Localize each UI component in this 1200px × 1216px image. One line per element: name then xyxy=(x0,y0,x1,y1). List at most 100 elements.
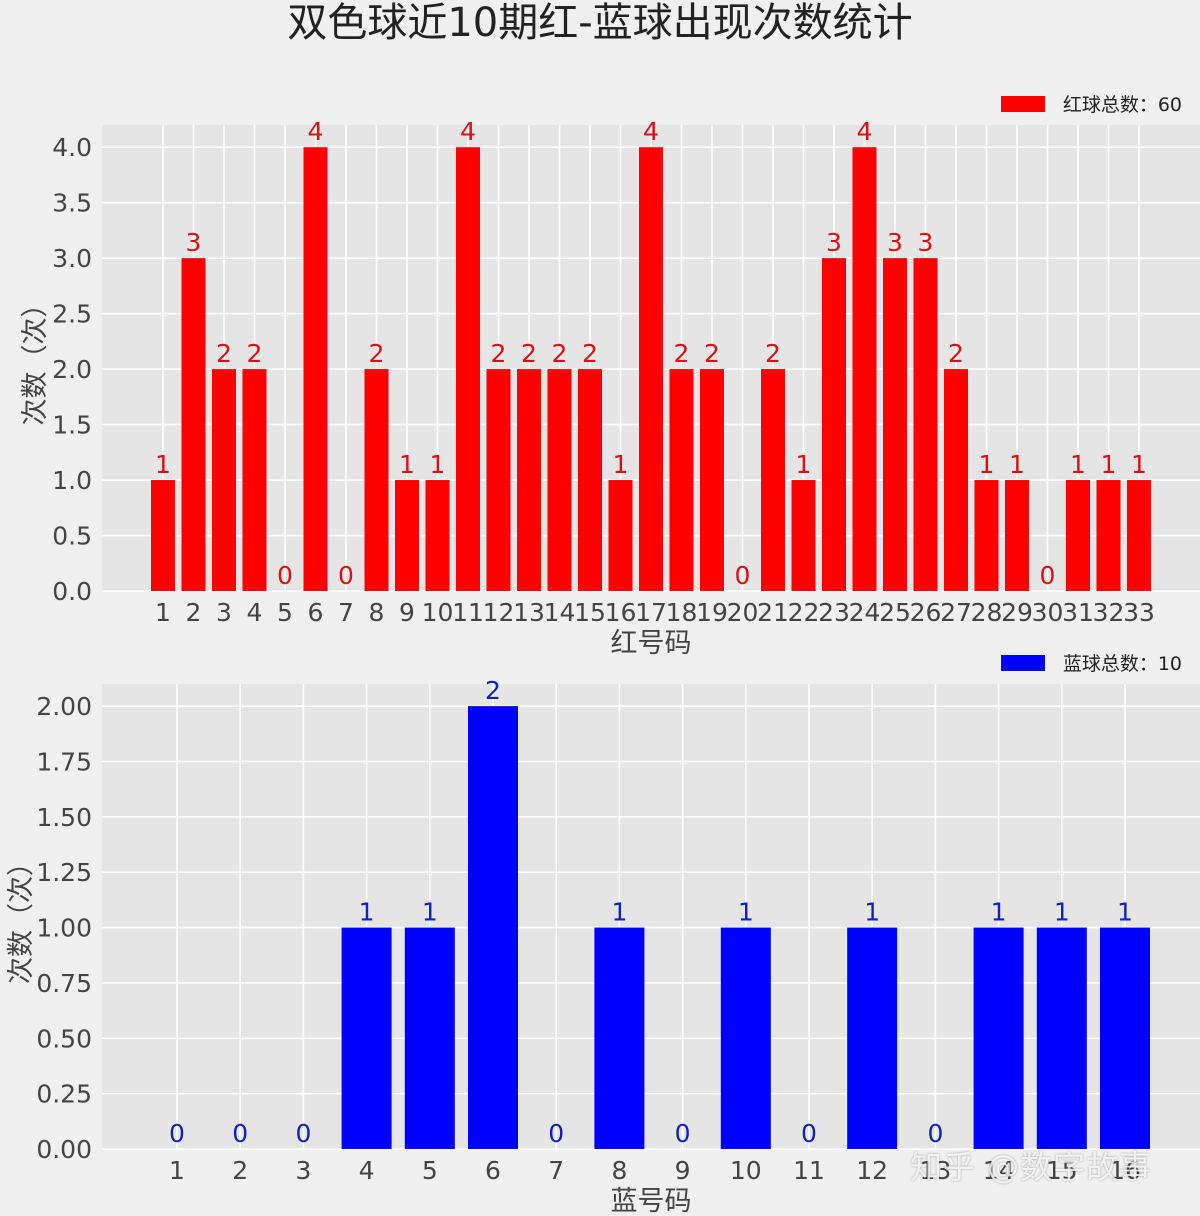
blue-bar xyxy=(973,927,1024,1149)
red-bar-value-label: 2 xyxy=(582,339,598,368)
red-bar-value-label: 2 xyxy=(216,339,232,368)
blue-bar-value-label: 0 xyxy=(927,1119,943,1148)
blue-bar-value-label: 1 xyxy=(1054,898,1070,927)
red-ytick-label: 4.0 xyxy=(52,133,92,162)
red-bar xyxy=(212,369,236,591)
red-xtick-label: 31 xyxy=(1062,598,1094,627)
blue-bar-value-label: 1 xyxy=(991,898,1007,927)
red-bar xyxy=(608,480,633,591)
red-xtick-label: 20 xyxy=(727,598,759,627)
legend-swatch-blue xyxy=(1000,654,1045,671)
red-bar xyxy=(181,258,206,591)
red-xtick-label: 25 xyxy=(879,598,911,627)
red-bar-value-label: 1 xyxy=(1070,450,1086,479)
blue-yaxis-label: 次数（次） xyxy=(6,849,37,984)
red-xtick-label: 10 xyxy=(422,598,454,627)
red-bar-value-label: 2 xyxy=(247,339,263,368)
blue-ytick-label: 0.75 xyxy=(36,969,92,998)
red-bar xyxy=(822,258,846,591)
red-xtick-label: 29 xyxy=(1001,598,1033,627)
red-xtick-label: 33 xyxy=(1123,598,1155,627)
blue-xtick-label: 3 xyxy=(295,1156,311,1185)
blue-bar-value-label: 0 xyxy=(295,1119,311,1148)
blue-xtick-label: 15 xyxy=(1046,1156,1078,1185)
legend-swatch-red xyxy=(1000,95,1045,112)
red-ytick-label: 0.5 xyxy=(52,522,92,551)
red-xtick-label: 2 xyxy=(186,598,202,627)
blue-xtick-label: 5 xyxy=(422,1156,438,1185)
red-bar xyxy=(1005,480,1029,591)
red-bar xyxy=(974,480,999,591)
red-bar-value-label: 3 xyxy=(918,228,934,257)
red-bar-value-label: 1 xyxy=(1131,450,1147,479)
blue-ytick-label: 1.75 xyxy=(36,748,92,777)
chart-title: 双色球近10期红-蓝球出现次数统计 xyxy=(287,0,913,46)
red-xtick-label: 1 xyxy=(155,598,171,627)
red-bar-value-label: 4 xyxy=(857,117,873,146)
red-bar-value-label: 1 xyxy=(1101,450,1117,479)
red-bar-value-label: 3 xyxy=(186,228,202,257)
red-bar-value-label: 1 xyxy=(979,450,995,479)
red-bar xyxy=(486,369,511,591)
red-xtick-label: 11 xyxy=(452,598,484,627)
red-bar xyxy=(578,369,602,591)
red-bar-value-label: 0 xyxy=(735,561,751,590)
legend-blue: 蓝球总数：10 xyxy=(1000,649,1182,676)
blue-xtick-label: 16 xyxy=(1109,1156,1141,1185)
red-xtick-label: 15 xyxy=(574,598,606,627)
watermark: 知乎 @数字故事 xyxy=(910,1148,1153,1186)
red-bar xyxy=(1127,480,1151,591)
red-xtick-label: 32 xyxy=(1093,598,1125,627)
blue-ytick-label: 0.00 xyxy=(36,1135,92,1164)
blue-bar-value-label: 1 xyxy=(738,898,754,927)
red-xtick-label: 18 xyxy=(666,598,698,627)
blue-xtick-label: 6 xyxy=(485,1156,501,1185)
blue-xtick-label: 12 xyxy=(856,1156,888,1185)
red-bar-value-label: 1 xyxy=(613,450,629,479)
blue-plot-area xyxy=(102,684,1200,1149)
red-bar-value-label: 2 xyxy=(674,339,690,368)
legend-label-red: 红球总数：60 xyxy=(1062,94,1182,116)
blue-bar-value-label: 0 xyxy=(675,1119,691,1148)
blue-bar-value-label: 0 xyxy=(232,1119,248,1148)
red-bar xyxy=(700,369,724,591)
blue-bar xyxy=(468,706,518,1149)
red-xtick-label: 7 xyxy=(338,598,354,627)
red-bar xyxy=(151,480,175,591)
blue-bar-value-label: 1 xyxy=(611,898,627,927)
red-bar xyxy=(791,480,816,591)
red-yaxis-label: 次数（次） xyxy=(20,291,51,426)
blue-xtick-label: 8 xyxy=(611,1156,627,1185)
red-xtick-label: 16 xyxy=(605,598,637,627)
red-xtick-label: 8 xyxy=(369,598,385,627)
red-bar xyxy=(242,369,267,591)
red-xtick-label: 9 xyxy=(399,598,415,627)
red-bar xyxy=(883,258,907,591)
blue-xtick-label: 13 xyxy=(919,1156,951,1185)
blue-ytick-label: 1.00 xyxy=(36,914,92,943)
blue-xtick-label: 2 xyxy=(232,1156,248,1185)
red-xtick-label: 13 xyxy=(513,598,545,627)
red-ytick-label: 2.0 xyxy=(52,355,92,384)
red-xtick-label: 27 xyxy=(940,598,972,627)
red-bar xyxy=(547,369,572,591)
blue-xtick-label: 10 xyxy=(730,1156,762,1185)
red-xtick-label: 22 xyxy=(788,598,820,627)
red-ytick-label: 3.0 xyxy=(52,244,92,273)
red-xtick-label: 24 xyxy=(849,598,881,627)
blue-bar-value-label: 0 xyxy=(548,1119,564,1148)
red-bar xyxy=(639,147,663,591)
legend-label-blue: 蓝球总数：10 xyxy=(1062,653,1182,675)
red-xtick-label: 23 xyxy=(818,598,850,627)
red-bar xyxy=(1096,480,1121,591)
red-bar-value-label: 0 xyxy=(277,561,293,590)
red-ytick-label: 1.0 xyxy=(52,466,92,495)
blue-ytick-label: 2.00 xyxy=(36,692,92,721)
red-ytick-label: 2.5 xyxy=(52,300,92,329)
blue-bar-value-label: 1 xyxy=(422,898,438,927)
blue-xtick-label: 14 xyxy=(983,1156,1015,1185)
blue-ytick-label: 1.50 xyxy=(36,803,92,832)
blue-xtick-label: 4 xyxy=(359,1156,375,1185)
red-xtick-label: 21 xyxy=(757,598,789,627)
